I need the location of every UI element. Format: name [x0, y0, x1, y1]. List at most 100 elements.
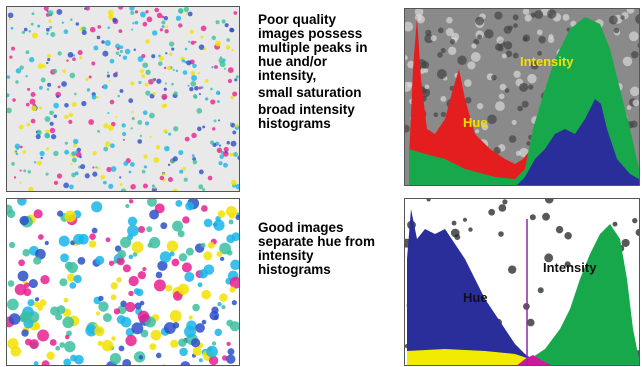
dot: [11, 27, 14, 30]
dot: [72, 102, 77, 107]
dot: [194, 41, 196, 43]
dot: [131, 29, 133, 31]
dot: [69, 282, 76, 289]
dot: [199, 93, 201, 95]
dot: [211, 66, 213, 68]
dot: [50, 122, 54, 126]
dot: [201, 205, 208, 212]
dot: [116, 277, 121, 282]
dot: [108, 80, 110, 82]
dot: [156, 145, 160, 149]
dot: [73, 54, 75, 56]
dot: [185, 48, 188, 51]
dot: [168, 133, 171, 136]
dot: [16, 68, 21, 73]
dot: [137, 120, 142, 125]
dot: [57, 173, 62, 178]
dot: [525, 15, 532, 22]
dot: [630, 121, 637, 128]
dot: [186, 60, 191, 65]
dot: [91, 61, 95, 65]
dot: [136, 289, 144, 297]
dot: [63, 182, 69, 188]
dot: [123, 161, 128, 166]
dot: [98, 296, 103, 301]
dot: [51, 134, 56, 139]
dot: [147, 16, 153, 22]
dot: [140, 301, 145, 306]
dot: [182, 216, 189, 223]
dot: [142, 170, 146, 174]
dot: [614, 28, 620, 34]
dot: [123, 264, 131, 272]
dot: [68, 52, 74, 58]
figure: Poor quality images possess multiple pea…: [0, 0, 642, 367]
dot: [20, 146, 23, 149]
dot: [46, 172, 49, 175]
dot: [110, 59, 115, 64]
dot: [52, 69, 57, 74]
dot: [446, 28, 454, 36]
dot: [457, 55, 467, 65]
dot: [191, 338, 200, 347]
dot: [210, 88, 213, 91]
dot: [11, 346, 22, 357]
dot: [184, 7, 189, 12]
dot: [145, 121, 149, 125]
dot: [112, 18, 117, 23]
good-image: [6, 198, 240, 366]
dot: [452, 221, 457, 226]
dot: [108, 10, 114, 16]
dot: [64, 341, 75, 352]
dot: [164, 322, 176, 334]
dot: [79, 56, 82, 59]
dot: [70, 18, 73, 21]
dot: [75, 171, 79, 175]
dot: [627, 105, 632, 110]
dot: [88, 119, 94, 125]
dot: [129, 199, 133, 203]
dot: [103, 147, 108, 152]
dot: [32, 12, 35, 15]
dot: [46, 129, 50, 133]
dot: [149, 343, 156, 350]
dot: [119, 55, 121, 57]
dot: [179, 253, 187, 261]
dot: [56, 9, 62, 15]
dot: [141, 74, 145, 78]
dot: [201, 243, 206, 248]
dot: [229, 219, 234, 224]
dot: [170, 340, 178, 348]
dot: [218, 119, 220, 121]
dot: [115, 116, 117, 118]
dot: [164, 29, 168, 33]
dot: [178, 338, 186, 346]
dot: [157, 13, 162, 18]
dot: [47, 58, 50, 61]
dot: [169, 41, 174, 46]
dot: [107, 74, 110, 77]
dot: [232, 130, 236, 134]
dot: [105, 141, 110, 146]
dot: [198, 72, 200, 74]
dot: [153, 78, 156, 81]
dot: [152, 184, 155, 187]
dot: [89, 233, 96, 240]
dot: [165, 83, 167, 85]
dot: [229, 28, 234, 33]
dot: [175, 200, 182, 207]
dot: [216, 251, 222, 257]
dot: [55, 313, 62, 320]
dot: [48, 10, 54, 16]
dot: [495, 101, 505, 111]
dot: [19, 182, 21, 184]
dot: [34, 361, 39, 366]
dot: [49, 26, 52, 29]
dot: [54, 181, 58, 185]
dot: [64, 103, 69, 108]
dot: [144, 165, 147, 168]
dot: [119, 45, 123, 49]
dot: [513, 71, 520, 78]
dot: [64, 298, 69, 303]
dot: [19, 216, 29, 226]
